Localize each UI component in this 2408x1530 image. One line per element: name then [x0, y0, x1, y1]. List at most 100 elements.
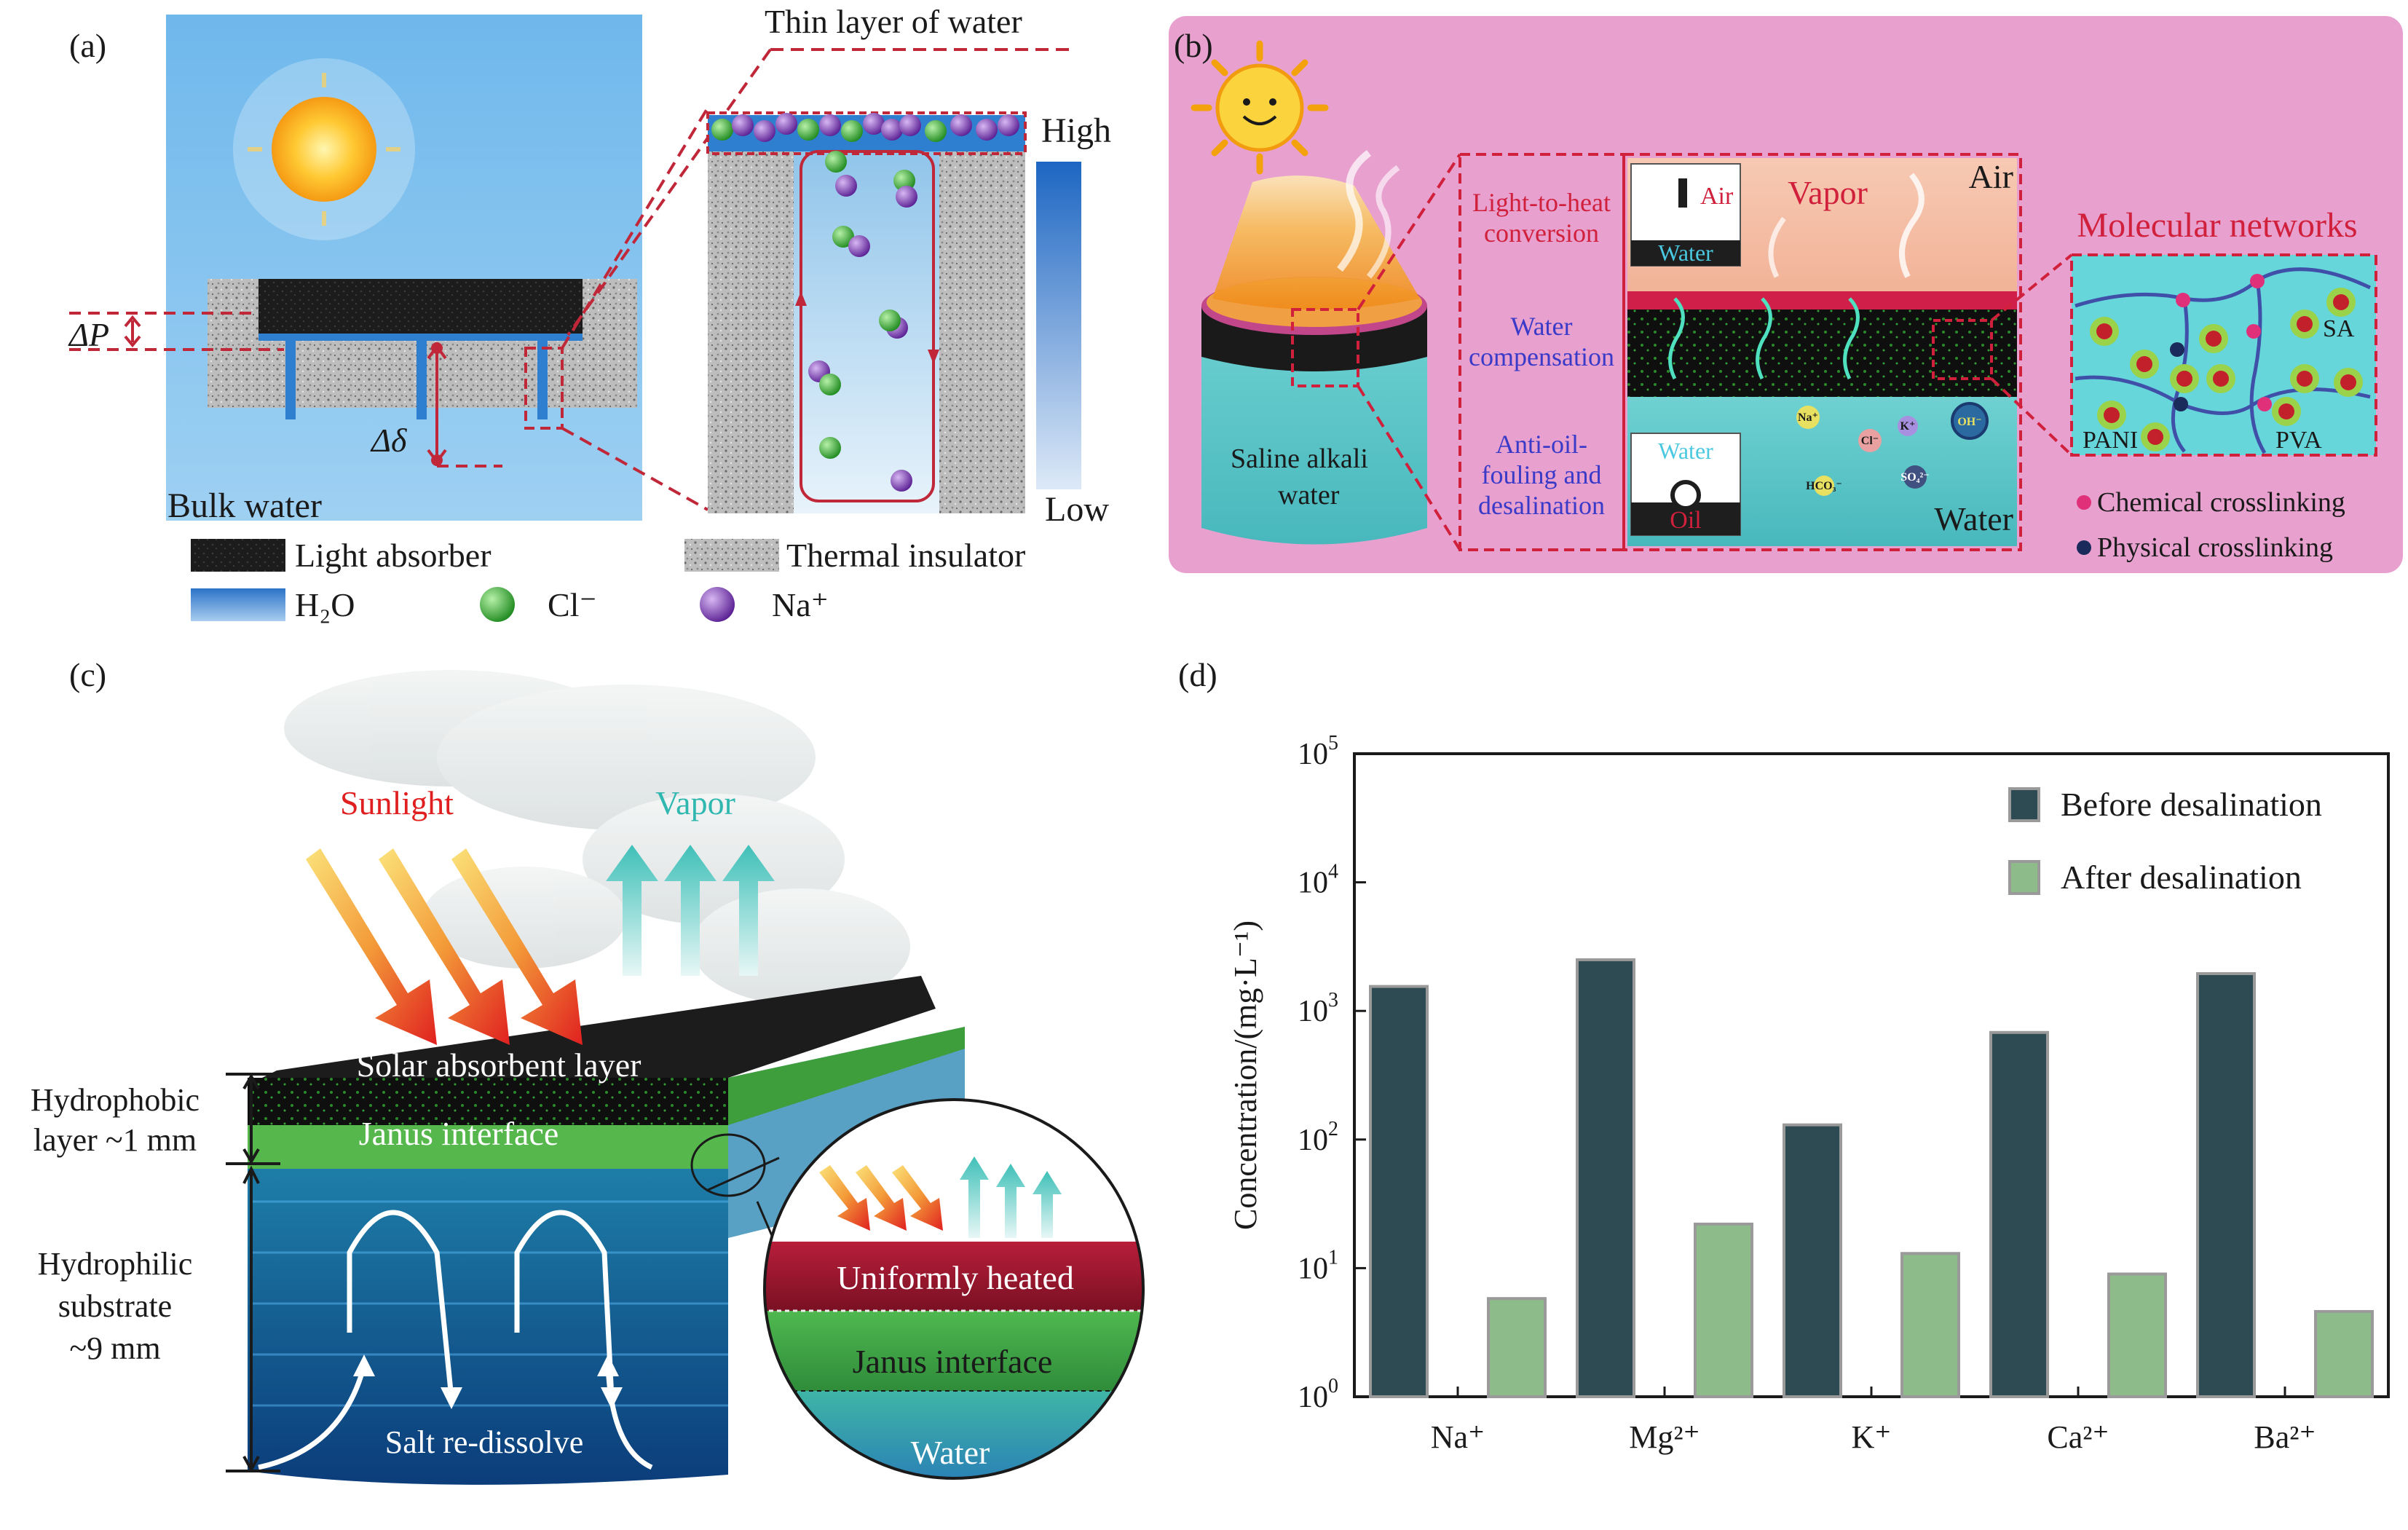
bar-before: [1576, 958, 1635, 1399]
delta-p-label: ΔP: [68, 316, 109, 353]
solar-layer-label: Solar absorbent layer: [357, 1046, 642, 1084]
saline-label-1: Saline alkali: [1231, 443, 1368, 474]
sunlight-label: Sunlight: [340, 784, 454, 821]
na-ion: [881, 119, 903, 141]
cylinder-zoom-box: [1291, 308, 1359, 387]
legend-swatch: [2008, 787, 2040, 822]
pani-node: [2333, 294, 2349, 310]
pani-node: [2297, 316, 2313, 332]
air-label: Air: [1969, 158, 2013, 195]
thin-layer-label: Thin layer of water: [765, 3, 1022, 40]
pani-label: PANI: [2083, 427, 2138, 454]
phys-crosslink-dot: [2077, 540, 2091, 555]
pani-node: [2297, 371, 2313, 387]
legend-label: After desalination: [2061, 859, 2302, 896]
chemical-crosslink-node: [2250, 274, 2265, 288]
x-tick-label: Na⁺: [1431, 1419, 1485, 1455]
chem-crosslink-label: Chemical crosslinking: [2097, 487, 2345, 518]
vapor-c-label: Vapor: [655, 784, 735, 821]
thickness-markers: [226, 1073, 280, 1472]
panel-b: (b) Saline alkali water Light-to-heat: [1169, 16, 2403, 573]
bar-after: [1694, 1222, 1753, 1398]
physical-crosslink-node: [2170, 342, 2184, 357]
pani-node: [2104, 407, 2120, 423]
smiling-sun-icon: [1191, 40, 1329, 175]
high-label: High: [1041, 111, 1111, 150]
sa-label: SA: [2323, 315, 2355, 342]
channel-right-wall: [939, 146, 1025, 513]
circulation-loop: [800, 150, 935, 502]
legend-light-absorber-swatch: [191, 539, 285, 572]
cl-ion: [819, 437, 841, 459]
vapor-label: Vapor: [1788, 174, 1868, 211]
legend-swatch: [2008, 860, 2040, 895]
inset-water2-label: Water: [1658, 438, 1713, 464]
ion-markers: [1796, 402, 1989, 496]
membrane-layer: [1627, 299, 2017, 397]
legend-na-label: Na⁺: [772, 586, 829, 623]
na-ion: [863, 113, 885, 135]
x-tick-label: K⁺: [1852, 1419, 1892, 1455]
legend-thermal-insulator-label: Thermal insulator: [786, 537, 1025, 574]
pani-node: [2176, 371, 2192, 387]
bulk-water-label: Bulk water: [167, 486, 322, 525]
y-tick-label: 104: [1298, 861, 1338, 900]
cl-ion: [879, 309, 901, 331]
water-zoom-label: Water: [911, 1434, 990, 1471]
light-to-heat-1: Light-to-heat: [1472, 188, 1611, 217]
na-ion: [732, 114, 754, 136]
absorber-slab: [258, 279, 583, 337]
ion-na-text: Na⁺: [1798, 411, 1818, 424]
anti-oil-3: desalination: [1478, 491, 1605, 520]
legend-light-absorber-label: Light absorber: [295, 537, 492, 574]
y-axis-label: Concentration/(mg·L⁻¹): [1228, 920, 1263, 1230]
anti-oil-1: Anti-oil-: [1496, 430, 1587, 459]
bar-chart: 100 101 102 103 104 105 Na⁺ Mg²⁺ K⁺ Ca²⁺ Ba²⁺ Conce…: [1228, 732, 2390, 1455]
ion-cl-text: Cl⁻: [1861, 435, 1879, 447]
hydrophilic-label-2: substrate: [58, 1288, 172, 1324]
bar-before: [1989, 1030, 2049, 1398]
na-ion: [835, 175, 857, 197]
pani-node: [2096, 323, 2112, 339]
high-low-bar: [1036, 162, 1081, 489]
hydrophilic-label-1: Hydrophilic: [38, 1246, 193, 1282]
delta-delta-label: Δδ: [370, 422, 407, 459]
legend-cl-ball: [480, 587, 515, 622]
zoom-source-box: [524, 347, 564, 430]
chemical-crosslink-node: [2246, 324, 2261, 339]
thin-water-line: [258, 334, 583, 341]
water-comp-1: Water: [1510, 312, 1572, 341]
phys-crosslink-label: Physical crosslinking: [2097, 532, 2333, 563]
hydrophobic-label-1: Hydrophobic: [31, 1082, 200, 1118]
legend-h2o-swatch: [191, 588, 285, 621]
legend-h2o-label: H₂O: [295, 586, 355, 623]
bar-before: [1369, 985, 1429, 1398]
na-ion: [891, 470, 912, 492]
sun-icon: [233, 58, 415, 240]
pani-node: [2136, 356, 2152, 372]
network-nodes: [2090, 274, 2363, 451]
cl-ion: [711, 119, 733, 141]
sky-background: [166, 15, 642, 521]
chem-crosslink-dot: [2077, 495, 2091, 510]
na-ion: [896, 186, 917, 208]
x-tick-label: Mg²⁺: [1629, 1419, 1700, 1455]
network-zoom-box: [1932, 319, 1993, 380]
cl-ion: [819, 374, 841, 395]
na-ion: [976, 119, 998, 141]
salt-loops: [258, 1210, 653, 1470]
na-ion: [899, 114, 921, 136]
thin-layer-box: [706, 111, 1027, 155]
pani-node: [2206, 331, 2222, 347]
inset-water-label: Water: [1658, 240, 1713, 266]
na-ion: [754, 120, 775, 142]
chemical-crosslink-node: [2257, 397, 2272, 411]
hot-top-layer: [1627, 291, 2017, 309]
water-bottom-label: Water: [1934, 500, 2013, 537]
pani-node: [2340, 374, 2356, 390]
water-comp-2: compensation: [1469, 342, 1614, 371]
channel-water: [794, 146, 939, 513]
bar-after: [2107, 1272, 2167, 1398]
legend-cl-label: Cl⁻: [548, 586, 597, 623]
